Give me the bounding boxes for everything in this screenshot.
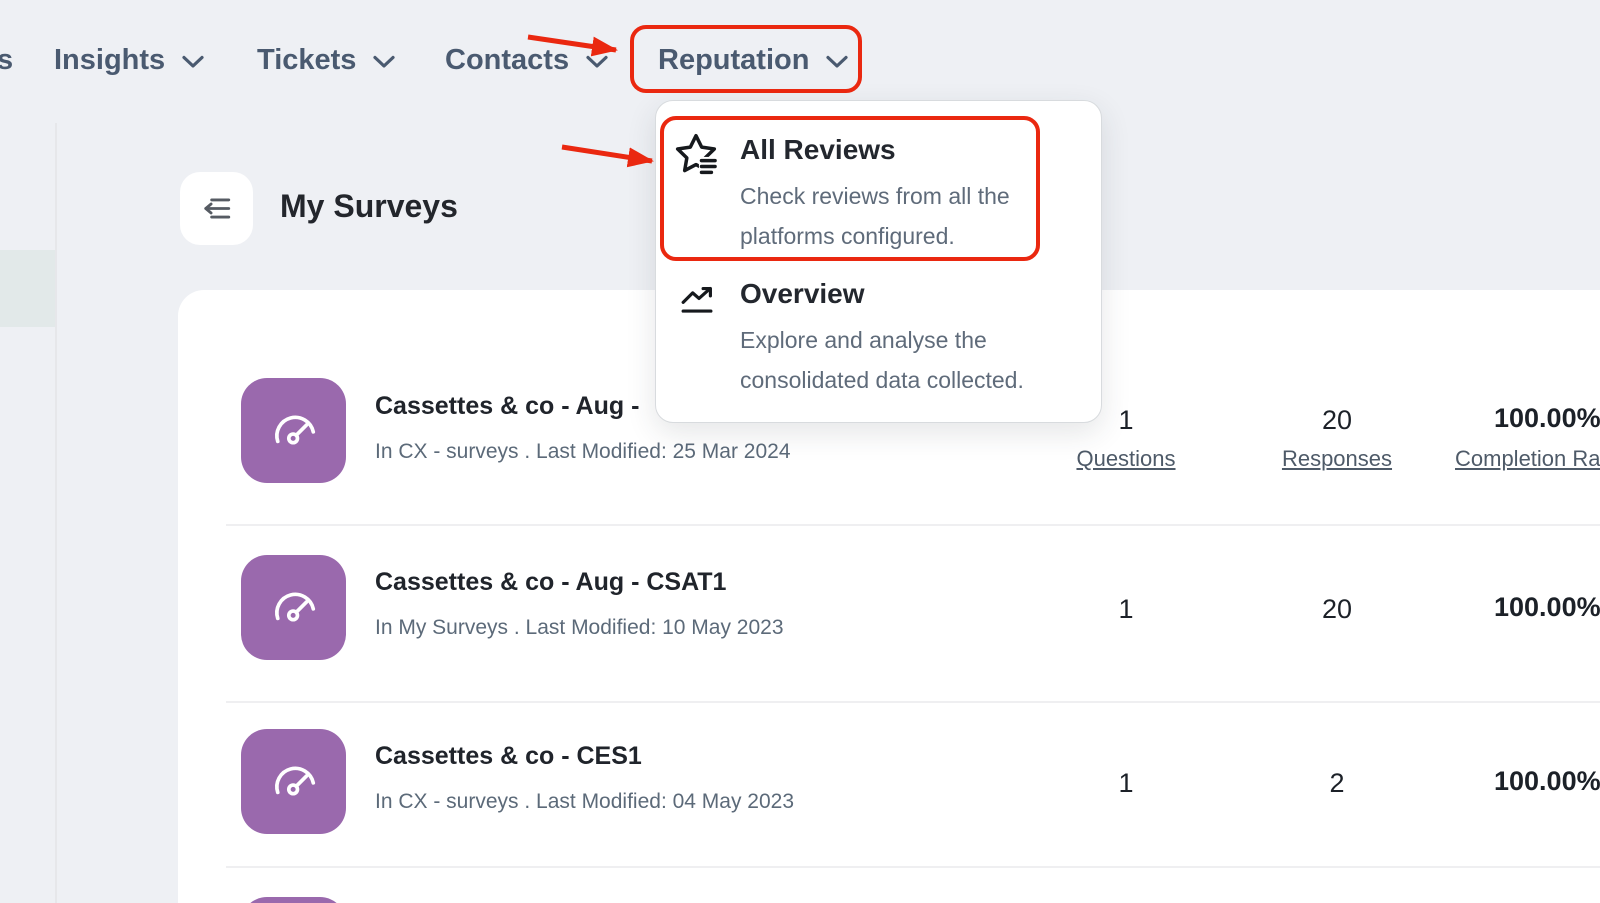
outdent-icon: [203, 198, 230, 219]
chevron-down-icon: [826, 55, 849, 68]
chevron-down-icon: [182, 55, 204, 68]
gauge-icon: [274, 592, 315, 622]
responses-count: 20: [1321, 594, 1353, 624]
survey-tile[interactable]: [241, 555, 346, 660]
completion-rate-value: 100.00%: [1494, 592, 1600, 622]
survey-title[interactable]: Cassettes & co - CES1: [375, 742, 642, 770]
survey-meta: In My Surveys . Last Modified: 10 May 20…: [375, 616, 784, 639]
nav-item-tickets[interactable]: Tickets: [257, 41, 396, 79]
questions-count: 1: [1118, 768, 1134, 798]
menu-item-overview-description: Explore and analyse the consolidated dat…: [740, 327, 1024, 393]
nav-item-label: Tickets: [257, 44, 357, 76]
questions-link[interactable]: Questions: [1076, 446, 1176, 471]
questions-count: 1: [1118, 405, 1134, 435]
trend-up-icon: [681, 287, 713, 313]
responses-count: 20: [1321, 405, 1353, 435]
nav-item-contacts[interactable]: Contacts: [445, 41, 608, 79]
survey-meta: In CX - surveys . Last Modified: 04 May …: [375, 790, 795, 813]
responses-count: 2: [1329, 768, 1345, 798]
nav-item-label: Contacts: [445, 44, 570, 76]
annotation-arrow-all-reviews: [561, 144, 654, 168]
sidebar-selected-item[interactable]: [0, 250, 56, 327]
menu-item-overview[interactable]: Overview: [740, 278, 865, 309]
menu-item-all-reviews-description: Check reviews from all the platforms con…: [740, 183, 1010, 249]
completion-rate-value: 100.00%: [1494, 403, 1600, 433]
row-divider: [226, 701, 1600, 703]
row-divider: [226, 524, 1600, 526]
survey-title[interactable]: Cassettes & co - Aug - CSAT1: [375, 568, 727, 596]
row-divider: [226, 866, 1600, 868]
chevron-down-icon: [373, 55, 396, 68]
completion-rate-value: 100.00%: [1494, 766, 1600, 796]
nav-item-insights[interactable]: Insights: [54, 41, 204, 79]
survey-tile[interactable]: [241, 378, 346, 483]
nav-item-partial-label: s: [0, 44, 14, 76]
survey-title[interactable]: Cassettes & co - Aug -: [375, 392, 640, 420]
star-review-icon: [675, 133, 718, 176]
survey-tile-partial[interactable]: [241, 897, 346, 903]
completion-rate-link[interactable]: Completion Rate: [1455, 446, 1600, 471]
reputation-dropdown: [655, 100, 1102, 423]
nav-item-reputation[interactable]: Reputation: [658, 41, 849, 79]
gauge-icon: [274, 415, 315, 445]
nav-item-partial[interactable]: s: [0, 41, 13, 79]
survey-meta: In CX - surveys . Last Modified: 25 Mar …: [375, 440, 791, 463]
sidebar-divider: [55, 123, 57, 903]
chevron-down-icon: [586, 55, 608, 68]
questions-count: 1: [1118, 594, 1134, 624]
survey-tile[interactable]: [241, 729, 346, 834]
nav-item-label: Insights: [54, 44, 166, 76]
page-title: My Surveys: [280, 188, 458, 224]
responses-link[interactable]: Responses: [1281, 446, 1393, 471]
collapse-sidebar-button[interactable]: [180, 172, 253, 245]
nav-item-label: Reputation: [658, 44, 810, 76]
menu-item-all-reviews[interactable]: All Reviews: [740, 134, 896, 165]
gauge-icon: [274, 766, 315, 796]
